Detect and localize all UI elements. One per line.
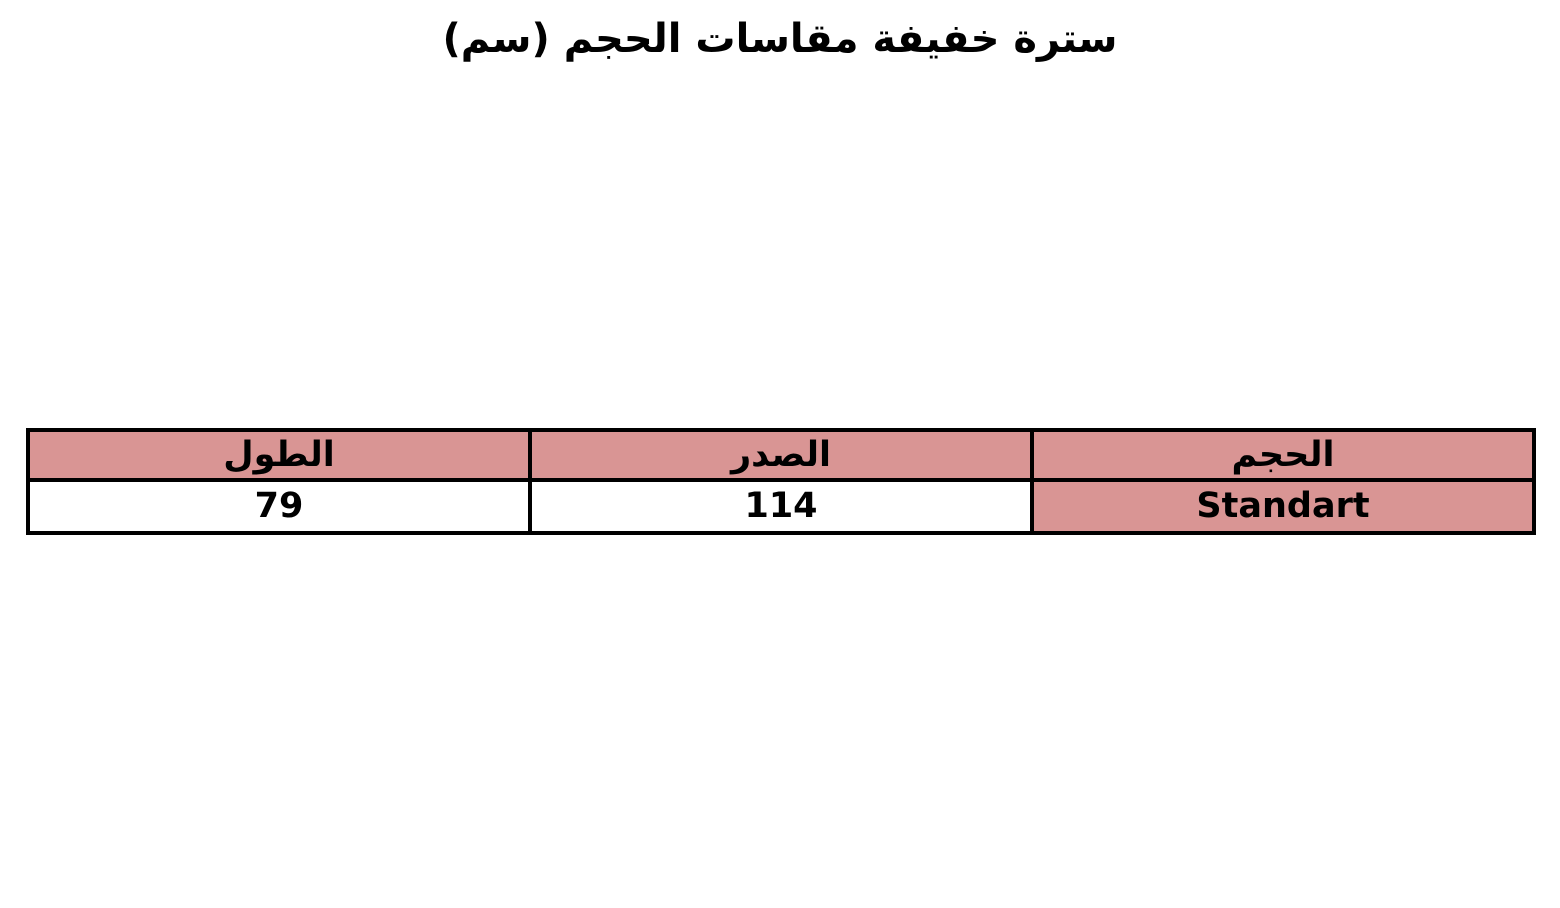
cell-length-value: 79 xyxy=(26,478,532,535)
chart-title: سترة خفيفة مقاسات الحجم (سم) xyxy=(442,16,1118,62)
header-size: الحجم xyxy=(1030,428,1536,482)
header-chest: الصدر xyxy=(528,428,1034,482)
cell-chest-value: 114 xyxy=(528,478,1034,535)
size-table: الحجم الصدر الطول Standart 114 79 xyxy=(26,428,1536,535)
table-header-row: الحجم الصدر الطول xyxy=(26,428,1536,482)
header-length: الطول xyxy=(26,428,532,482)
cell-size-value: Standart xyxy=(1030,478,1536,535)
table-row: Standart 114 79 xyxy=(26,478,1536,535)
